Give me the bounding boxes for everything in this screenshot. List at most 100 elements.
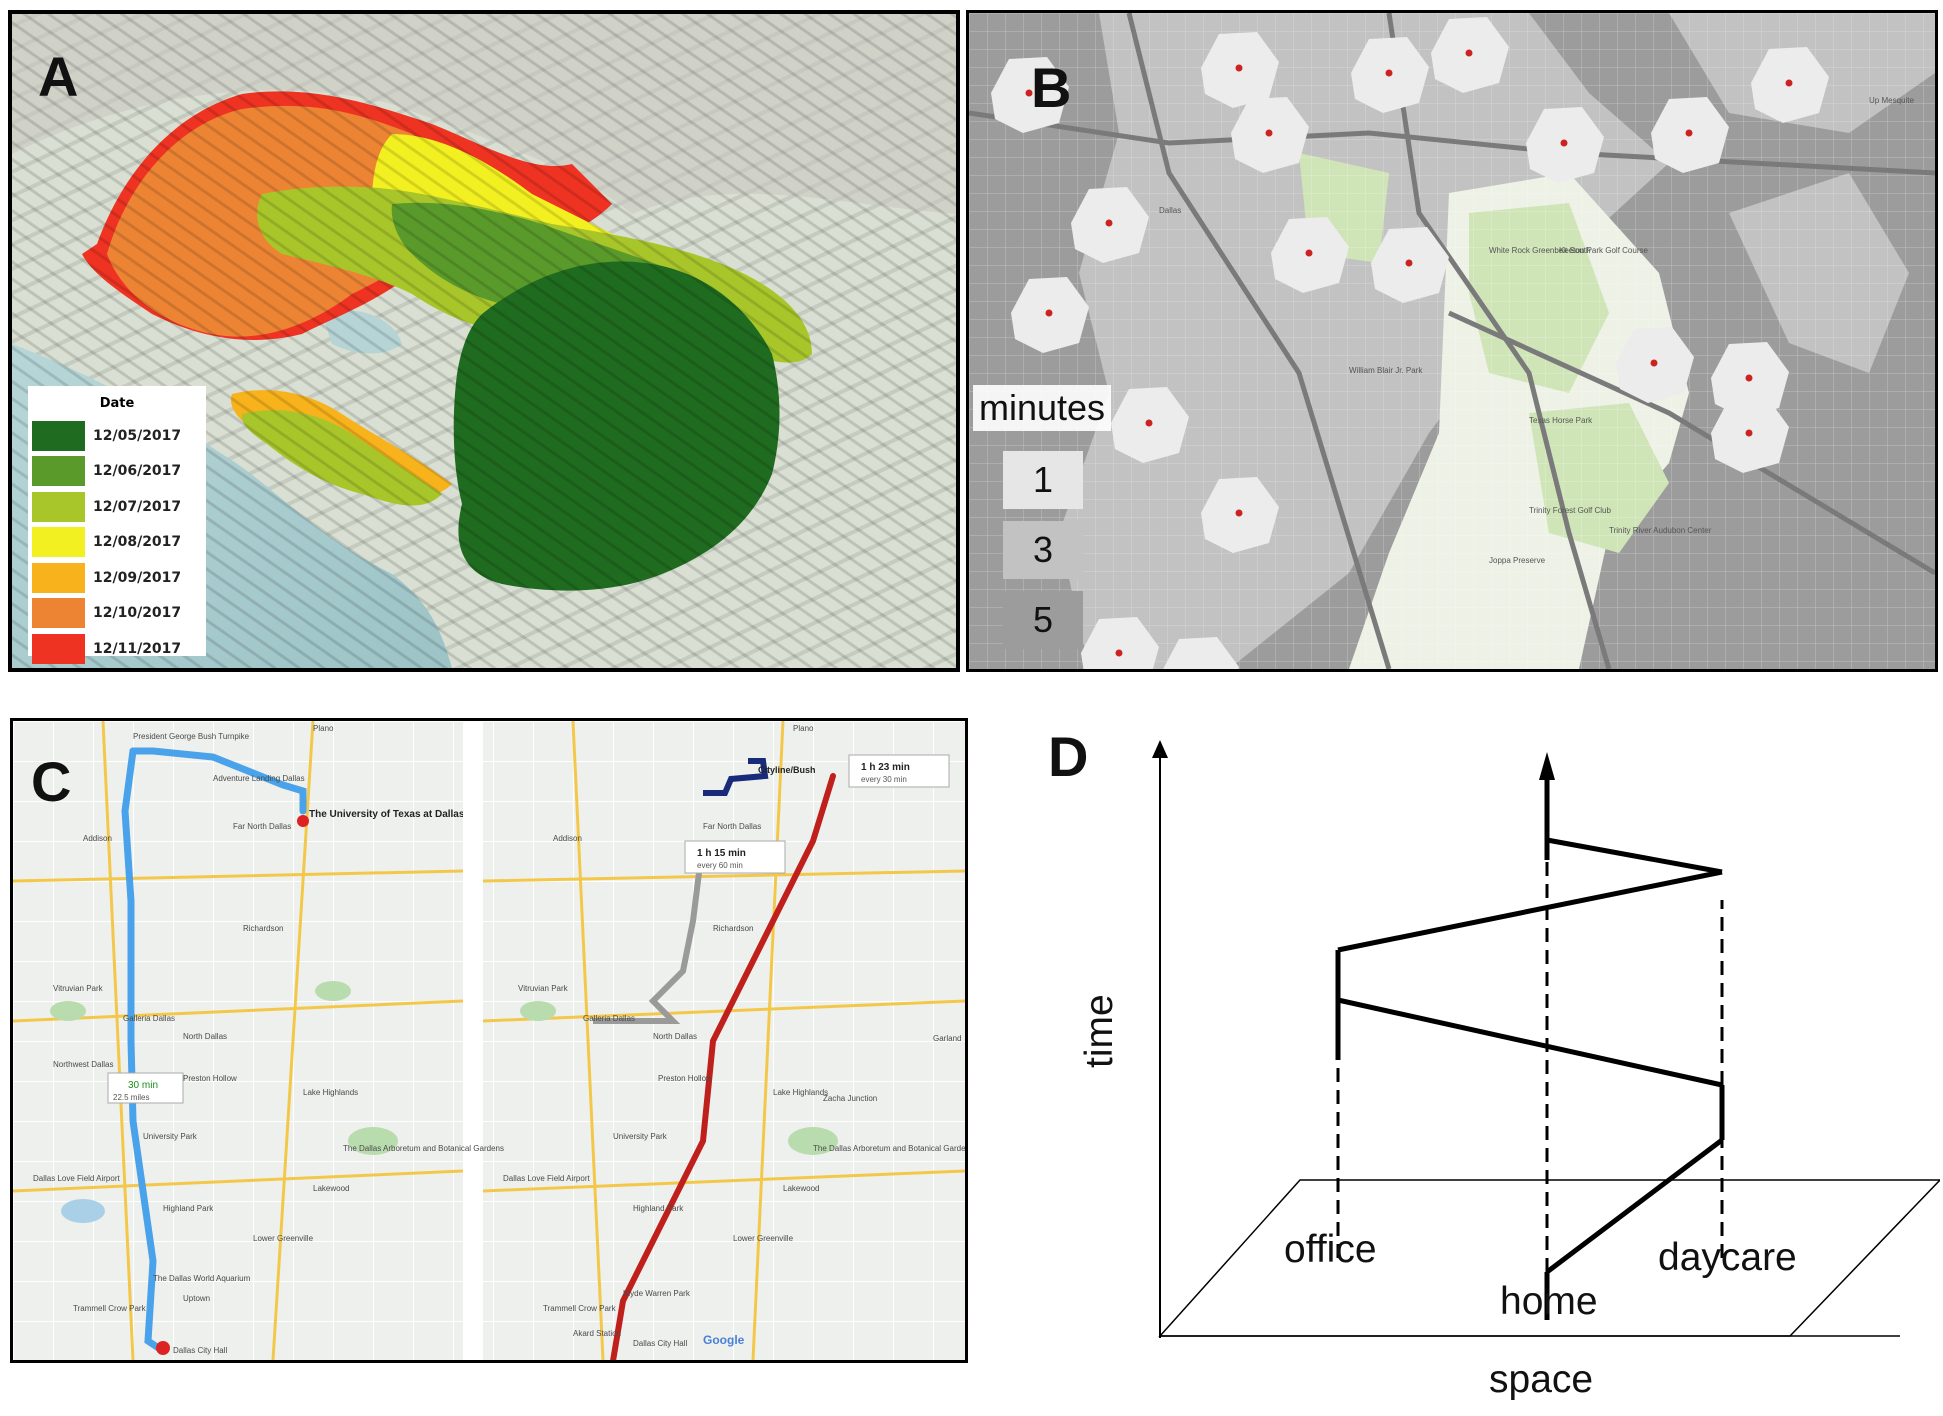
bus-route-blue	[703, 758, 769, 796]
legend-swatch	[32, 598, 85, 629]
place-labels: Plano Addison Richardson Vitruvian Park Gall…	[33, 724, 965, 1355]
map-place-label: University Park	[143, 1132, 198, 1141]
map-place-label: North Dallas	[653, 1032, 697, 1041]
map-place-label: Trinity Forest Golf Club	[1529, 506, 1611, 515]
daycare-label: daycare	[1658, 1236, 1797, 1279]
map-place-label: Highland Park	[633, 1204, 684, 1213]
legend-date-label: 12/06/2017	[93, 463, 182, 480]
map-place-label: Galleria Dallas	[123, 1014, 175, 1023]
bus-route-gray	[593, 840, 706, 1024]
car-route-info-box	[107, 1072, 184, 1104]
map-place-label: North Dallas	[183, 1032, 227, 1041]
map-place-label: Richardson	[243, 924, 283, 933]
station-label: Cityline/Bush	[758, 765, 816, 775]
map-place-label: Lake Highlands	[303, 1088, 358, 1097]
map-place-label: Uptown	[183, 1294, 210, 1303]
legend-row-12-10-2017: 12/10/2017	[28, 596, 206, 632]
panel-c-letter: C	[31, 750, 72, 813]
map-place-label: Lake Highlands	[773, 1088, 828, 1097]
facility-dot	[1305, 249, 1313, 257]
isochrone-1min-patch	[1163, 637, 1239, 669]
legend-box-5-min: 5	[1003, 591, 1083, 649]
legend-swatch	[32, 491, 85, 522]
home-label: home	[1500, 1280, 1598, 1323]
path-arrow	[1539, 752, 1555, 780]
time-axis-label: time	[1078, 994, 1121, 1068]
map-place-label: Dallas Love Field Airport	[33, 1174, 120, 1183]
minutes-legend: minutes 1 3 5	[973, 385, 1123, 661]
legend-date-label: 12/08/2017	[93, 534, 182, 551]
map-place-label: Vitruvian Park	[518, 984, 569, 993]
panel-b-isochrone-map: Dallas White Rock Greenbelt South Keeton P…	[966, 10, 1938, 672]
map-place-label: Dallas Love Field Airport	[503, 1174, 590, 1183]
destination-marker	[297, 815, 309, 827]
transit-route-map: 1 h 23 min every 30 min 1 h 15 min every…	[482, 721, 965, 1360]
facility-dot	[1650, 359, 1658, 367]
car-route-map: 30 min 22.5 miles The University of Texa…	[13, 721, 465, 1360]
map-place-label: Lower Greenville	[253, 1234, 314, 1243]
map-place-label: Northwest Dallas	[53, 1060, 113, 1069]
facility-dot	[1465, 49, 1473, 57]
map-place-label: Galleria Dallas	[583, 1014, 635, 1023]
office-label: office	[1284, 1228, 1377, 1271]
map-place-label: Texas Horse Park	[1529, 416, 1593, 425]
map-place-label: The Dallas Arboretum and Botanical Garde…	[343, 1144, 504, 1153]
panel-d-space-time-diagram: D time space office home daycare	[1000, 700, 1940, 1416]
map-place-label: Klyde Warren Park	[623, 1289, 691, 1298]
legend-box-1-min: 1	[1003, 451, 1083, 509]
facility-dot	[1745, 374, 1753, 382]
legend-swatch	[32, 420, 85, 451]
map-place-label: Up Mesquite	[1869, 96, 1914, 105]
map-place-label: Trammell Crow Park	[543, 1304, 617, 1313]
legend-swatch	[32, 562, 85, 593]
map-place-label: Preston Hollow	[658, 1074, 712, 1083]
map-place-label: The Dallas Arboretum and Botanical Garde…	[813, 1144, 965, 1153]
transit-1-time: 1 h 23 min	[861, 762, 910, 773]
map-place-label: Joppa Preserve	[1489, 556, 1546, 565]
panel-a-letter: A	[38, 45, 79, 108]
facility-dot	[1385, 69, 1393, 77]
map-place-label: The Dallas World Aquarium	[153, 1274, 251, 1283]
map-divider	[463, 721, 483, 1360]
trip-daycare-to-home	[1546, 837, 1723, 875]
map-place-label: Richardson	[713, 924, 753, 933]
map-place-label: Akard Station	[573, 1329, 621, 1338]
facility-dot	[1745, 429, 1753, 437]
map-place-label: Garland	[933, 1034, 961, 1043]
street-grid	[969, 13, 1935, 669]
map-place-label: Plano	[313, 724, 334, 733]
legend-date-label: 12/11/2017	[93, 640, 182, 657]
facility-dot	[1235, 509, 1243, 517]
map-place-label: Lakewood	[313, 1184, 349, 1193]
panel-a-wildfire-map: A Date 12/05/2017 12/06/2017 12/07/2017 12/…	[8, 10, 960, 672]
facility-dot	[1105, 219, 1113, 227]
facility-dot	[1785, 79, 1793, 87]
origin-marker	[156, 1341, 170, 1355]
transit-info-box-2	[684, 840, 786, 874]
car-route-time: 30 min	[128, 1080, 158, 1091]
time-axis-arrow	[1152, 740, 1168, 758]
legend-swatch	[32, 456, 85, 487]
legend-row-12-05-2017: 12/05/2017	[28, 418, 206, 454]
map-place-label: Vitruvian Park	[53, 984, 104, 993]
map-place-label: Far North Dallas	[703, 822, 761, 831]
facility-dot	[1685, 129, 1693, 137]
transit-2-frequency: every 60 min	[697, 861, 743, 870]
facility-dot	[1265, 129, 1273, 137]
legend-date-label: 12/09/2017	[93, 569, 182, 586]
isochrone-1min-patch	[1081, 617, 1159, 669]
map-place-label: William Blair Jr. Park	[1349, 366, 1423, 375]
legend-row-12-09-2017: 12/09/2017	[28, 560, 206, 596]
wildfire-progression-map	[12, 14, 956, 668]
fire-date-legend: Date 12/05/2017 12/06/2017 12/07/2017 12/08…	[28, 386, 206, 664]
map-place-label: Highland Park	[163, 1204, 214, 1213]
map-place-label: Lakewood	[783, 1184, 819, 1193]
map-place-label: Plano	[793, 724, 814, 733]
trip-home-to-daycare	[1545, 1138, 1724, 1274]
facility-dot	[1115, 649, 1123, 657]
google-logo: Google	[703, 1333, 745, 1347]
isochrone-1min-zones	[991, 17, 1829, 669]
legend-row-12-07-2017: 12/07/2017	[28, 489, 206, 525]
legend-date-label: 12/05/2017	[93, 427, 182, 444]
car-route-north	[129, 747, 307, 815]
